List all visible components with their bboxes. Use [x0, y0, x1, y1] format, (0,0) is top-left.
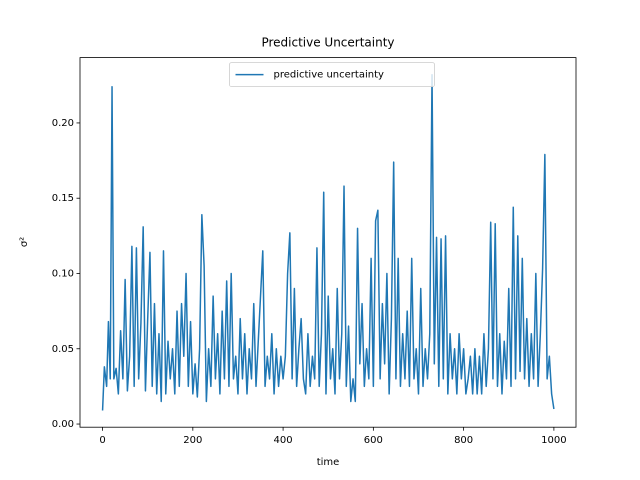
y-tick-label: 0.05: [52, 344, 74, 355]
x-tick-label: 400: [274, 435, 293, 446]
x-tick-label: 1000: [541, 435, 566, 446]
x-tick-label: 800: [454, 435, 473, 446]
x-axis-label: time: [317, 457, 340, 468]
y-tick-label: 0.15: [52, 193, 74, 204]
data-line: [101, 74, 555, 411]
y-axis-label: σ²: [19, 237, 30, 247]
y-tick-label: 0.20: [52, 118, 74, 129]
legend: predictive uncertainty: [229, 62, 435, 87]
x-tick-label: 600: [364, 435, 383, 446]
axes-frame: [79, 57, 577, 428]
x-tick-label: 200: [183, 435, 202, 446]
x-tick-label: 0: [99, 435, 105, 446]
y-tick-label: 0.10: [52, 268, 74, 279]
legend-box: [229, 62, 435, 87]
y-tick-label: 0.00: [52, 419, 74, 430]
legend-label: predictive uncertainty: [274, 70, 384, 81]
chart-title: Predictive Uncertainty: [261, 36, 394, 50]
